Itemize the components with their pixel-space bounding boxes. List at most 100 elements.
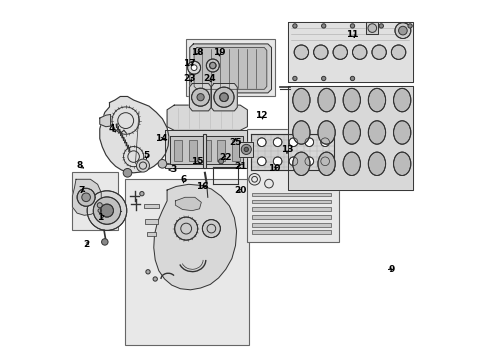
Text: 9: 9 xyxy=(388,265,394,274)
Text: 17: 17 xyxy=(183,58,196,68)
Text: 18: 18 xyxy=(190,48,203,57)
Bar xyxy=(147,232,156,236)
Polygon shape xyxy=(100,96,168,173)
Circle shape xyxy=(321,24,325,28)
Circle shape xyxy=(320,157,329,166)
Text: 2: 2 xyxy=(83,240,90,249)
Text: 13: 13 xyxy=(280,145,293,154)
Ellipse shape xyxy=(367,121,385,144)
Bar xyxy=(145,219,158,224)
Circle shape xyxy=(140,192,144,196)
Polygon shape xyxy=(169,136,242,164)
Bar xyxy=(231,140,239,161)
Circle shape xyxy=(197,94,204,101)
Circle shape xyxy=(81,193,90,202)
Text: 20: 20 xyxy=(234,186,246,195)
Ellipse shape xyxy=(367,88,385,112)
Polygon shape xyxy=(153,184,236,290)
Bar xyxy=(72,172,118,230)
Circle shape xyxy=(273,138,282,147)
Circle shape xyxy=(98,209,102,212)
Text: 11: 11 xyxy=(346,30,358,39)
Text: 3: 3 xyxy=(170,165,176,174)
Circle shape xyxy=(153,277,157,281)
Circle shape xyxy=(87,191,126,230)
Text: 24: 24 xyxy=(203,74,215,83)
Circle shape xyxy=(77,188,95,206)
Circle shape xyxy=(407,24,411,28)
Circle shape xyxy=(288,157,297,166)
Circle shape xyxy=(241,144,251,154)
Circle shape xyxy=(349,24,354,28)
Polygon shape xyxy=(189,44,271,93)
Circle shape xyxy=(349,76,354,81)
Circle shape xyxy=(352,45,366,59)
Bar xyxy=(186,39,275,96)
Text: 16: 16 xyxy=(195,182,208,191)
Ellipse shape xyxy=(393,121,410,144)
Circle shape xyxy=(136,159,149,172)
Ellipse shape xyxy=(367,152,385,175)
Text: 4: 4 xyxy=(109,124,115,133)
Circle shape xyxy=(244,147,248,152)
Circle shape xyxy=(102,239,108,245)
Circle shape xyxy=(390,45,405,59)
Ellipse shape xyxy=(317,88,335,112)
Bar xyxy=(252,200,330,203)
Circle shape xyxy=(320,138,329,147)
Ellipse shape xyxy=(292,152,309,175)
Circle shape xyxy=(123,168,132,177)
Text: 19: 19 xyxy=(213,48,225,57)
Circle shape xyxy=(313,45,327,59)
Circle shape xyxy=(97,203,102,208)
Polygon shape xyxy=(175,197,201,211)
Polygon shape xyxy=(100,114,110,127)
Circle shape xyxy=(213,87,234,107)
Ellipse shape xyxy=(317,152,335,175)
Circle shape xyxy=(218,159,223,164)
Circle shape xyxy=(371,45,386,59)
Text: 21: 21 xyxy=(234,162,246,171)
Circle shape xyxy=(305,157,313,166)
Circle shape xyxy=(398,26,407,35)
Ellipse shape xyxy=(292,121,309,144)
Polygon shape xyxy=(239,142,253,157)
Circle shape xyxy=(367,24,376,32)
Circle shape xyxy=(191,65,197,71)
Text: 25: 25 xyxy=(229,138,241,147)
Bar xyxy=(252,207,330,211)
Circle shape xyxy=(292,24,296,28)
Text: 14: 14 xyxy=(154,134,167,143)
Bar xyxy=(174,140,182,161)
Text: 6: 6 xyxy=(181,175,187,184)
Text: 7: 7 xyxy=(79,186,85,194)
Circle shape xyxy=(202,220,220,238)
Ellipse shape xyxy=(292,88,309,112)
Ellipse shape xyxy=(393,88,410,112)
Bar xyxy=(217,140,225,161)
Ellipse shape xyxy=(343,88,360,112)
Circle shape xyxy=(378,24,383,28)
Polygon shape xyxy=(189,84,211,111)
Circle shape xyxy=(145,270,150,274)
Ellipse shape xyxy=(393,152,410,175)
Polygon shape xyxy=(250,134,333,170)
Text: 12: 12 xyxy=(255,111,267,120)
Ellipse shape xyxy=(343,152,360,175)
Circle shape xyxy=(305,138,313,147)
Circle shape xyxy=(219,93,228,102)
Bar xyxy=(252,230,330,234)
Circle shape xyxy=(257,157,265,166)
Circle shape xyxy=(158,159,166,168)
Polygon shape xyxy=(366,22,378,34)
Polygon shape xyxy=(72,179,101,215)
Circle shape xyxy=(257,138,265,147)
Bar xyxy=(247,129,338,242)
Circle shape xyxy=(288,138,297,147)
Bar xyxy=(188,140,196,161)
Circle shape xyxy=(101,204,113,217)
Ellipse shape xyxy=(343,121,360,144)
Text: 23: 23 xyxy=(183,74,196,83)
Circle shape xyxy=(209,62,216,69)
Text: 5: 5 xyxy=(143,151,149,160)
